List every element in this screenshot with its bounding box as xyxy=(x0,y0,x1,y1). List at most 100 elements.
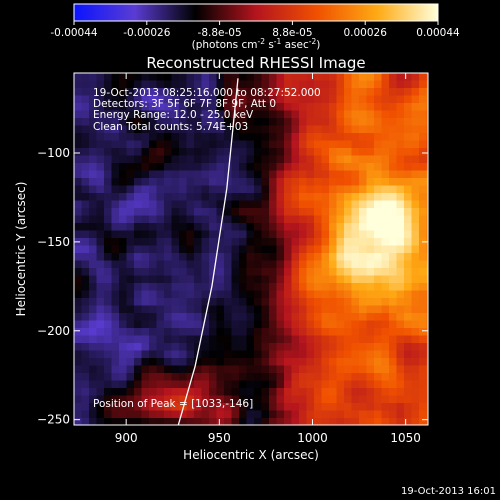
heatmap-cell xyxy=(351,253,360,261)
heatmap-cell xyxy=(81,320,90,329)
heatmap-cell xyxy=(164,125,172,134)
heatmap-cell xyxy=(141,365,150,374)
heatmap-cell xyxy=(389,380,397,389)
x-tick-label: 900 xyxy=(115,431,138,445)
heatmap-cell xyxy=(396,380,405,389)
heatmap-cell xyxy=(201,245,210,254)
heatmap-cell xyxy=(411,343,420,351)
heatmap-cell xyxy=(216,110,225,119)
heatmap-cell xyxy=(231,110,240,119)
heatmap-cell xyxy=(381,253,390,261)
heatmap-cell xyxy=(284,88,292,96)
heatmap-cell xyxy=(126,365,135,374)
heatmap-cell xyxy=(246,163,255,171)
heatmap-cell xyxy=(329,313,337,321)
heatmap-cell xyxy=(351,155,360,164)
heatmap-cell xyxy=(134,275,142,284)
heatmap-cell xyxy=(389,268,397,276)
heatmap-cell xyxy=(404,328,412,336)
heatmap-cell xyxy=(404,223,412,231)
heatmap-cell xyxy=(179,358,187,366)
heatmap-cell xyxy=(254,163,262,171)
heatmap-cell xyxy=(141,80,150,89)
heatmap-cell xyxy=(269,298,277,306)
heatmap-cell xyxy=(366,133,375,141)
heatmap-cell xyxy=(374,125,382,134)
heatmap-cell xyxy=(389,418,397,425)
heatmap-cell xyxy=(276,320,285,329)
heatmap-cell xyxy=(404,178,412,186)
heatmap-cell xyxy=(306,380,315,389)
heatmap-cell xyxy=(119,373,127,381)
heatmap-cell xyxy=(89,163,97,171)
heatmap-cell xyxy=(261,215,270,224)
heatmap-cell xyxy=(411,260,420,269)
heatmap-cell xyxy=(141,373,150,381)
heatmap-cell xyxy=(246,313,255,321)
heatmap-cell xyxy=(126,88,135,96)
heatmap-cell xyxy=(126,380,135,389)
heatmap-cell xyxy=(299,395,307,404)
heatmap-cell xyxy=(149,320,157,329)
heatmap-cell xyxy=(224,155,232,164)
heatmap-cell xyxy=(411,320,420,329)
heatmap-cell xyxy=(299,275,307,284)
heatmap-cell xyxy=(291,125,300,134)
heatmap-cell xyxy=(194,140,202,149)
heatmap-cell xyxy=(81,80,90,89)
heatmap-cell xyxy=(186,358,195,366)
colorbar-tick-label: 0.00044 xyxy=(416,27,460,39)
heatmap-cell xyxy=(201,230,210,239)
heatmap-cell xyxy=(126,245,135,254)
heatmap-cell xyxy=(426,148,428,156)
heatmap-cell xyxy=(89,305,97,314)
heatmap-cell xyxy=(359,290,367,299)
heatmap-cell xyxy=(351,80,360,89)
heatmap-cell xyxy=(321,380,330,389)
heatmap-cell xyxy=(366,230,375,239)
heatmap-cell xyxy=(149,103,157,111)
heatmap-cell xyxy=(344,290,352,299)
heatmap-cell xyxy=(246,380,255,389)
heatmap-cell xyxy=(104,103,112,111)
heatmap-cell xyxy=(261,410,270,419)
heatmap-cell xyxy=(359,95,367,104)
heatmap-cell xyxy=(261,110,270,119)
colorbar-ticks: -0.00044 -0.00026 -8.8e-05 8.8e-05 0.00026 0.… xyxy=(50,21,460,39)
heatmap-cell xyxy=(381,178,390,186)
heatmap-cell xyxy=(254,80,262,89)
heatmap-cell xyxy=(426,103,428,111)
heatmap-cell xyxy=(284,380,292,389)
heatmap-cell xyxy=(426,268,428,276)
heatmap-cell xyxy=(239,125,247,134)
heatmap-cell xyxy=(149,208,157,216)
heatmap-cell xyxy=(171,88,180,96)
heatmap-cell xyxy=(141,380,150,389)
heatmap-cell xyxy=(396,298,405,306)
heatmap-cell xyxy=(359,275,367,284)
heatmap-cell xyxy=(81,260,90,269)
heatmap-cell xyxy=(426,230,428,239)
heatmap-cell xyxy=(156,298,165,306)
heatmap-cell xyxy=(254,410,262,419)
heatmap-cell xyxy=(104,298,112,306)
heatmap-cell xyxy=(89,208,97,216)
heatmap-cell xyxy=(126,170,135,179)
heatmap-cell xyxy=(89,95,97,104)
heatmap-cell xyxy=(254,223,262,231)
heatmap-cell xyxy=(351,215,360,224)
heatmap-cell xyxy=(74,320,82,329)
heatmap-cell xyxy=(89,373,97,381)
heatmap-cell xyxy=(269,125,277,134)
heatmap-cell xyxy=(366,283,375,291)
heatmap-cell xyxy=(404,185,412,194)
heatmap-cell xyxy=(426,358,428,366)
heatmap-cell xyxy=(344,253,352,261)
heatmap-cell xyxy=(261,380,270,389)
heatmap-cell xyxy=(366,380,375,389)
heatmap-cell xyxy=(186,350,195,359)
heatmap-cell xyxy=(419,313,427,321)
heatmap-cell xyxy=(179,110,187,119)
heatmap-cell xyxy=(239,103,247,111)
heatmap-cell xyxy=(111,103,120,111)
